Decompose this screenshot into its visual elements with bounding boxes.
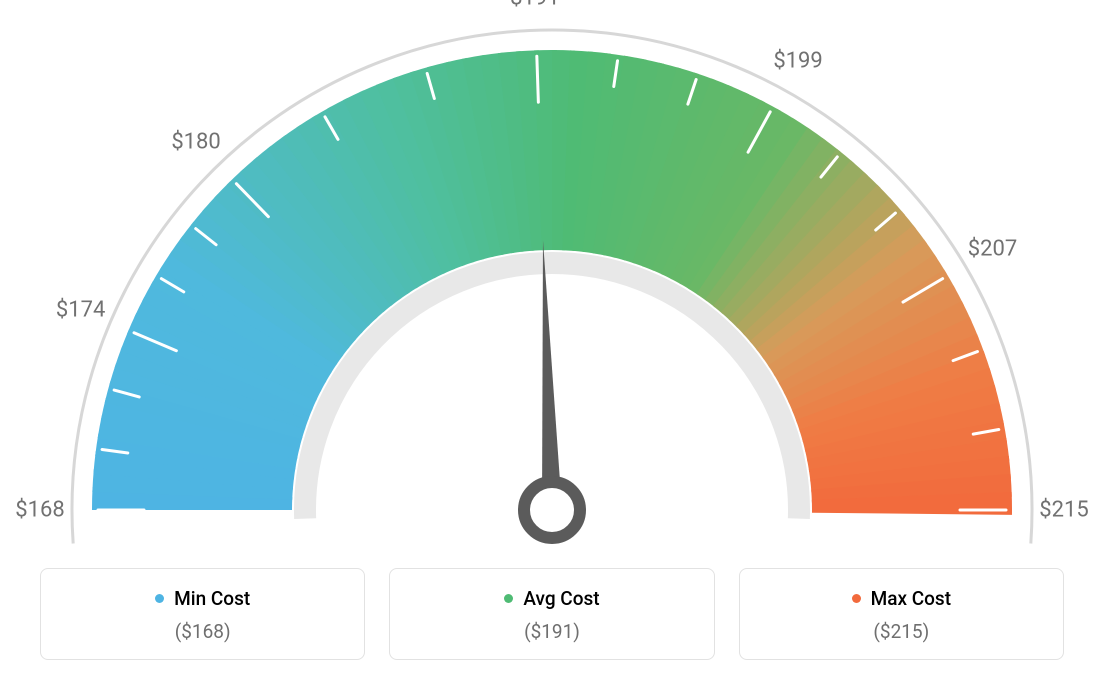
dot-icon bbox=[155, 594, 164, 603]
dot-icon bbox=[504, 594, 513, 603]
gauge-tick-label: $207 bbox=[968, 237, 1017, 262]
dot-icon bbox=[852, 594, 861, 603]
legend-value-min: ($168) bbox=[51, 620, 354, 643]
legend-card-min: Min Cost ($168) bbox=[40, 568, 365, 660]
legend-label: Min Cost bbox=[174, 587, 250, 610]
gauge-tick-label: $215 bbox=[1039, 498, 1088, 523]
gauge-tick-label: $180 bbox=[171, 129, 220, 154]
legend-label: Max Cost bbox=[871, 587, 951, 610]
legend-card-avg: Avg Cost ($191) bbox=[389, 568, 714, 660]
legend-value-avg: ($191) bbox=[400, 620, 703, 643]
gauge-chart: $168 $174 $180 $191 $199 $207 $215 bbox=[0, 0, 1104, 560]
legend-label: Avg Cost bbox=[523, 587, 599, 610]
legend-card-max: Max Cost ($215) bbox=[739, 568, 1064, 660]
legend-title-avg: Avg Cost bbox=[504, 587, 599, 610]
legend-title-min: Min Cost bbox=[155, 587, 250, 610]
legend-title-max: Max Cost bbox=[852, 587, 951, 610]
legend-value-max: ($215) bbox=[750, 620, 1053, 643]
legend-row: Min Cost ($168) Avg Cost ($191) Max Cost… bbox=[40, 568, 1064, 660]
gauge-tick-label: $168 bbox=[15, 498, 64, 523]
gauge-tick-label: $174 bbox=[56, 298, 105, 323]
gauge-tick-label: $191 bbox=[510, 0, 559, 11]
gauge-tick-label: $199 bbox=[773, 49, 822, 74]
gauge-svg bbox=[32, 10, 1072, 570]
